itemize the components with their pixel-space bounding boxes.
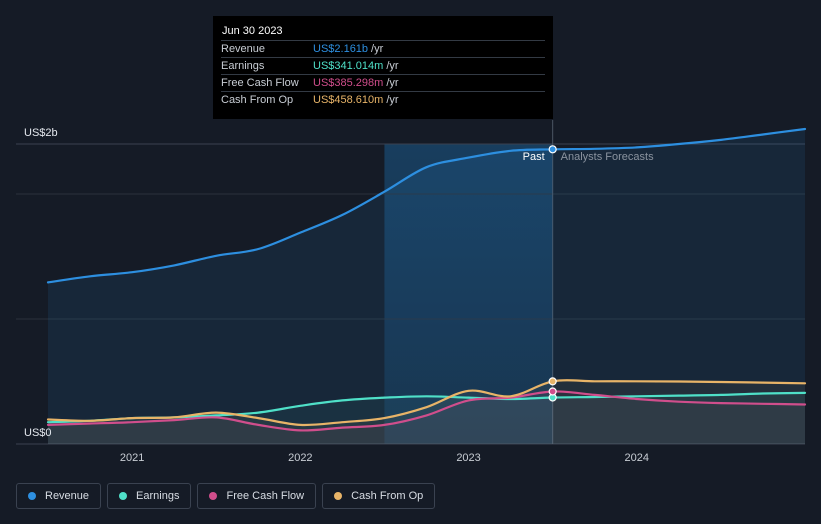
free-cash-flow-area [48,391,805,444]
legend-item-cash-from-op[interactable]: Cash From Op [322,483,436,509]
tooltip-value: US$385.298m/yr [313,77,399,89]
tooltip-label: Free Cash Flow [221,77,299,89]
cash-from-op-marker [548,377,557,386]
legend-item-earnings[interactable]: Earnings [107,483,192,509]
legend-label: Earnings [136,490,180,502]
tooltip-row-revenue: Revenue US$2.161b/yr [221,40,545,58]
x-tick-label: 2022 [288,452,312,464]
legend-item-free-cash-flow[interactable]: Free Cash Flow [197,483,317,509]
revenue-dot-icon [28,492,36,500]
tooltip-row-free-cash-flow: Free Cash Flow US$385.298m/yr [221,74,545,92]
tooltip-value: US$458.610m/yr [313,94,399,106]
legend-item-revenue[interactable]: Revenue [16,483,102,509]
tooltip-label: Revenue [221,43,266,55]
earnings-dot-icon [119,492,128,500]
tooltip: Jun 30 2023 Revenue US$2.161b/yr Earning… [213,16,553,119]
cash-from-op-dot-icon [334,492,343,500]
tooltip-value: US$2.161b/yr [313,43,384,55]
revenue-line [46,127,807,284]
past-label: Past [523,151,545,163]
free-cash-flow-marker [548,387,557,396]
legend-label: Free Cash Flow [226,490,305,502]
y-axis-bottom-label: US$0 [24,427,52,439]
tooltip-label: Earnings [221,60,265,72]
forecast-label: Analysts Forecasts [561,151,654,163]
revenue-marker [548,145,557,154]
free-cash-flow-dot-icon [209,492,218,500]
x-tick-label: 2021 [120,452,144,464]
tooltip-value: US$341.014m/yr [313,60,399,72]
tooltip-row-cash-from-op: Cash From Op US$458.610m/yr [221,91,545,109]
free-cash-flow-line [46,390,807,432]
legend: Revenue Earnings Free Cash Flow Cash Fro… [16,483,436,511]
x-tick-label: 2023 [456,452,480,464]
x-tick-label: 2024 [625,452,649,464]
tooltip-row-earnings: Earnings US$341.014m/yr [221,57,545,75]
legend-label: Cash From Op [351,490,424,502]
tooltip-date: Jun 30 2023 [222,25,283,37]
revenue-area [48,129,805,444]
tooltip-label: Cash From Op [221,94,294,106]
y-axis-top-label: US$2b [24,127,58,139]
earnings-area [48,392,805,444]
cash-from-op-line [46,379,807,427]
legend-label: Revenue [45,490,90,502]
